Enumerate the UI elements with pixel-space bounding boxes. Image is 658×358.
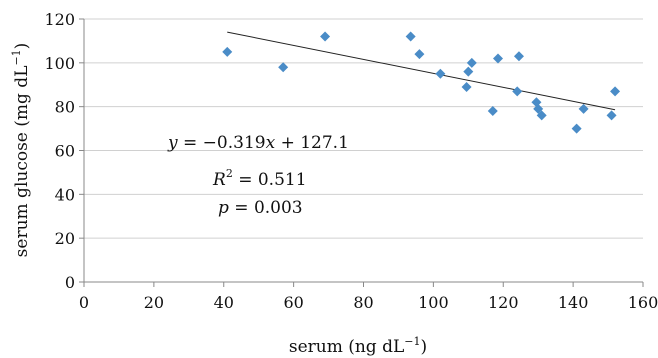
- data-point: [571, 123, 582, 134]
- data-point: [461, 81, 472, 92]
- data-point: [466, 57, 477, 68]
- data-point: [487, 106, 498, 117]
- data-point: [512, 86, 523, 97]
- x-tick-label: 0: [79, 293, 89, 312]
- x-tick-label: 140: [558, 293, 589, 312]
- data-point: [578, 103, 589, 114]
- x-tick-label: 100: [418, 293, 449, 312]
- gridlines: [84, 18, 643, 239]
- x-tick-label: 20: [144, 293, 164, 312]
- y-tick-label: 120: [44, 10, 75, 29]
- r-squared-label: R2 = 0.511: [212, 167, 307, 190]
- x-tick-label: 40: [214, 293, 234, 312]
- regression-equation: y = −0.319x + 127.1: [167, 133, 349, 153]
- y-tick-label: 40: [55, 185, 75, 204]
- x-tick-label: 60: [283, 293, 303, 312]
- x-tick-labels: 0 20 40 60 80 100 120 140 160: [79, 293, 658, 312]
- p-value-label: p = 0.003: [218, 198, 303, 218]
- data-point: [493, 53, 504, 64]
- data-point: [536, 110, 547, 121]
- data-point: [513, 51, 524, 62]
- y-tick-label: 20: [55, 229, 75, 248]
- data-point: [463, 66, 474, 77]
- x-tick-label: 160: [628, 293, 658, 312]
- y-axis-title: serum glucose (mg dL−1): [10, 43, 32, 258]
- y-tick-label: 60: [55, 142, 75, 161]
- y-tick-label: 80: [55, 98, 75, 117]
- data-point: [606, 110, 617, 121]
- data-point: [610, 86, 621, 97]
- y-tick-label: 100: [44, 54, 75, 73]
- data-point: [405, 31, 416, 42]
- trendline-group: [227, 31, 616, 111]
- x-axis-title: serum (ng dL−1): [289, 335, 427, 357]
- y-tick-label: 0: [65, 273, 75, 292]
- data-point: [414, 49, 425, 60]
- x-tick-label: 120: [488, 293, 519, 312]
- x-tick-label: 80: [353, 293, 373, 312]
- y-tick-labels: 0 20 40 60 80 100 120: [44, 10, 75, 292]
- data-point: [278, 62, 289, 73]
- data-point: [222, 46, 233, 57]
- data-points: [222, 31, 621, 134]
- data-point: [435, 68, 446, 79]
- axes: [79, 18, 644, 287]
- data-point: [533, 103, 544, 114]
- data-point: [320, 31, 331, 42]
- trendline: [227, 31, 616, 111]
